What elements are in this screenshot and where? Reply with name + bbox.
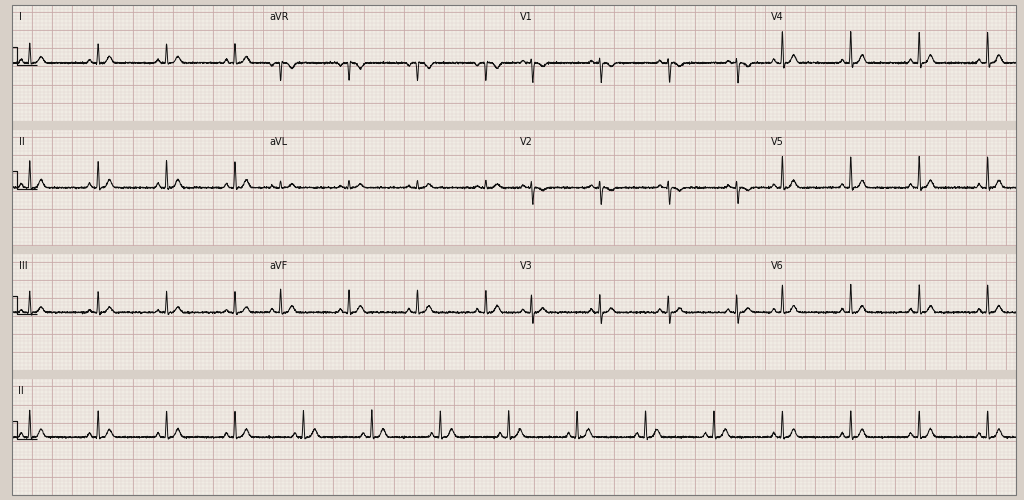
Text: aVF: aVF	[269, 262, 288, 272]
Text: II: II	[18, 136, 25, 146]
Text: aVL: aVL	[269, 136, 288, 146]
Text: V6: V6	[771, 262, 784, 272]
Text: I: I	[18, 12, 22, 22]
Text: III: III	[18, 262, 28, 272]
Text: V5: V5	[771, 136, 784, 146]
Text: V3: V3	[520, 262, 534, 272]
Text: V2: V2	[520, 136, 534, 146]
Text: V4: V4	[771, 12, 784, 22]
Text: V1: V1	[520, 12, 534, 22]
Text: aVR: aVR	[269, 12, 289, 22]
Text: II: II	[18, 386, 24, 396]
